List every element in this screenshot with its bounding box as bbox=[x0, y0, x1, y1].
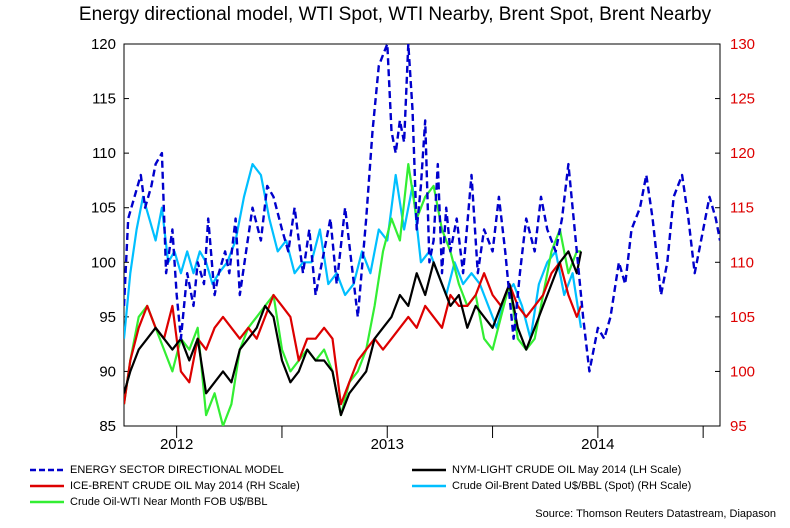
x-tick-label: 2013 bbox=[371, 436, 404, 453]
x-tick-label: 2012 bbox=[160, 436, 193, 453]
right-tick-label: 115 bbox=[730, 200, 754, 217]
legend-item: ENERGY SECTOR DIRECTIONAL MODEL bbox=[30, 462, 284, 478]
right-tick-label: 110 bbox=[730, 254, 754, 271]
legend-swatch bbox=[30, 468, 64, 472]
legend-item: Crude Oil-Brent Dated U$/BBL (Spot) (RH … bbox=[412, 478, 691, 494]
plot-frame bbox=[123, 43, 721, 427]
series-line-0 bbox=[124, 44, 720, 373]
right-tick-label: 120 bbox=[730, 145, 755, 162]
legend-swatch bbox=[412, 484, 446, 488]
legend-label: Crude Oil-Brent Dated U$/BBL (Spot) (RH … bbox=[452, 480, 692, 492]
right-tick-label: 105 bbox=[730, 309, 755, 326]
left-tick-label: 115 bbox=[92, 91, 116, 108]
left-tick-label: 100 bbox=[91, 254, 116, 271]
legend-label: Crude Oil-WTI Near Month FOB U$/BBL bbox=[70, 496, 268, 508]
source-note: Source: Thomson Reuters Datastream, Diap… bbox=[535, 508, 776, 520]
right-tick-label: 95 bbox=[730, 418, 747, 435]
legend-item: Crude Oil-WTI Near Month FOB U$/BBL bbox=[30, 494, 267, 510]
series-layer bbox=[124, 44, 720, 426]
left-tick-label: 120 bbox=[91, 36, 116, 53]
legend-item: NYM-LIGHT CRUDE OIL May 2014 (LH Scale) bbox=[412, 462, 681, 478]
left-tick-label: 95 bbox=[99, 309, 116, 326]
right-tick-label: 130 bbox=[730, 36, 755, 53]
series-line-2 bbox=[124, 261, 583, 406]
legend-swatch bbox=[412, 468, 446, 472]
legend-label: ENERGY SECTOR DIRECTIONAL MODEL bbox=[70, 464, 284, 476]
left-tick-label: 105 bbox=[91, 200, 116, 217]
series-line-1 bbox=[124, 250, 583, 417]
legend-swatch bbox=[30, 500, 64, 504]
left-tick-label: 85 bbox=[99, 418, 116, 435]
legend-swatch bbox=[30, 484, 64, 488]
x-axis: 2012 2013 2014 bbox=[160, 426, 704, 453]
series-line-3 bbox=[124, 163, 583, 340]
right-axis: 95 100 105 110 115 120 125 130 bbox=[715, 36, 755, 435]
legend-item: ICE-BRENT CRUDE OIL May 2014 (RH Scale) bbox=[30, 478, 300, 494]
right-tick-label: 100 bbox=[730, 363, 755, 380]
left-tick-label: 90 bbox=[99, 363, 116, 380]
left-tick-label: 110 bbox=[92, 145, 116, 162]
chart-title: Energy directional model, WTI Spot, WTI … bbox=[78, 4, 712, 25]
x-tick-label: 2014 bbox=[581, 436, 614, 453]
legend-label: NYM-LIGHT CRUDE OIL May 2014 (LH Scale) bbox=[452, 464, 682, 476]
left-axis: 85 90 95 100 105 110 115 120 bbox=[91, 36, 129, 435]
legend-label: ICE-BRENT CRUDE OIL May 2014 (RH Scale) bbox=[70, 480, 300, 492]
right-tick-label: 125 bbox=[730, 91, 755, 108]
